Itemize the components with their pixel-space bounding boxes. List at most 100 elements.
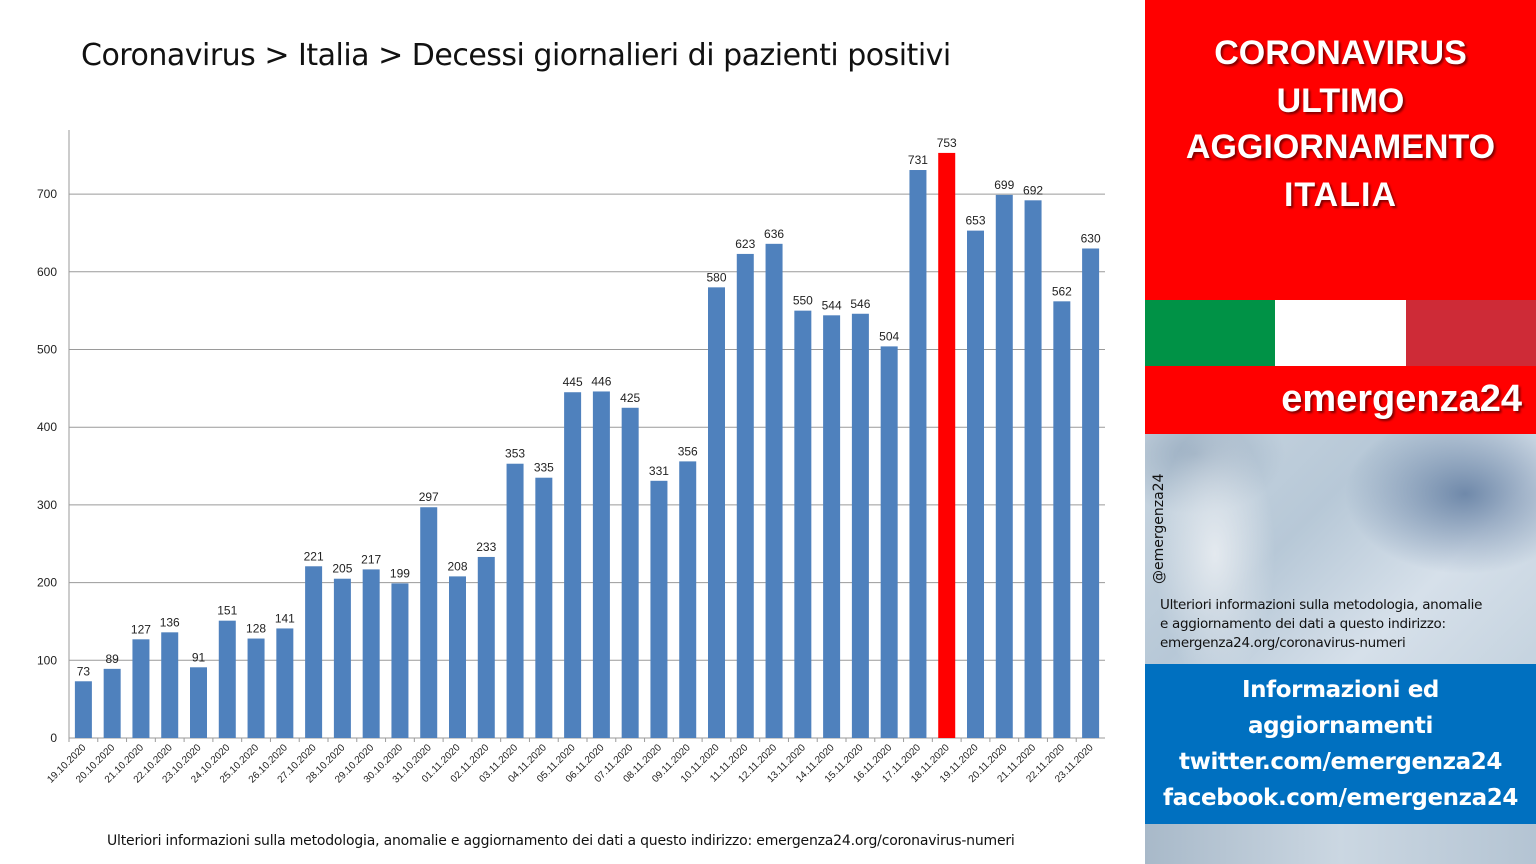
bar xyxy=(650,480,668,738)
data-label: 546 xyxy=(850,297,870,311)
data-label: 199 xyxy=(390,566,410,580)
bar xyxy=(535,477,553,738)
flag-green-stripe xyxy=(1145,300,1276,366)
chart-title: Coronavirus > Italia > Decessi giornalie… xyxy=(81,38,951,73)
social-box: Informazioni ed aggiornamenti twitter.co… xyxy=(1145,664,1536,824)
bar xyxy=(247,638,265,738)
bar xyxy=(391,583,409,738)
data-label: 335 xyxy=(534,461,554,475)
bar xyxy=(420,507,438,738)
data-label: 562 xyxy=(1052,284,1072,298)
bar xyxy=(506,463,524,738)
y-tick-label: 600 xyxy=(37,265,57,279)
bar xyxy=(218,620,236,738)
info-line: e aggiornamento dei dati a questo indiri… xyxy=(1160,616,1446,632)
background-photo: @emergenza24 Ulteriori informazioni sull… xyxy=(1145,434,1536,664)
bar xyxy=(708,287,725,738)
footnote: Ulteriori informazioni sulla metodologia… xyxy=(107,833,1015,849)
data-label: 580 xyxy=(706,270,726,284)
data-label: 353 xyxy=(505,447,525,461)
bar xyxy=(305,566,323,738)
info-link[interactable]: emergenza24.org/coronavirus-numeri xyxy=(1160,635,1406,651)
data-label: 544 xyxy=(822,298,842,312)
brand-bar: emergenza24 xyxy=(1145,366,1536,434)
bar xyxy=(823,315,841,738)
bar xyxy=(851,313,869,738)
bar xyxy=(736,253,754,738)
bar xyxy=(995,194,1013,738)
bar xyxy=(679,461,697,738)
info-text: Ulteriori informazioni sulla metodologia… xyxy=(1160,596,1532,653)
banner-line-italia: ITALIA xyxy=(1283,176,1397,214)
data-label: 217 xyxy=(361,552,381,566)
bar xyxy=(1082,248,1100,739)
bar xyxy=(477,556,495,738)
bar xyxy=(592,391,610,738)
banner-line-ultimo: ULTIMO xyxy=(1276,82,1405,120)
data-label: 73 xyxy=(77,664,91,678)
data-label: 89 xyxy=(105,652,119,666)
y-tick-label: 0 xyxy=(50,731,57,745)
update-banner: CORONAVIRUS ULTIMO AGGIORNAMENTO ITALIA xyxy=(1145,0,1536,300)
social-line: Informazioni ed xyxy=(1242,677,1439,703)
data-label: 692 xyxy=(1023,183,1043,197)
bar xyxy=(1024,200,1042,739)
data-label: 141 xyxy=(275,611,295,625)
bar xyxy=(765,243,783,738)
data-label: 425 xyxy=(620,391,640,405)
bar xyxy=(1053,301,1071,738)
bar xyxy=(967,230,984,738)
bar xyxy=(190,667,207,738)
bar xyxy=(564,392,582,738)
chart-panel: Coronavirus > Italia > Decessi giornalie… xyxy=(36,38,1105,849)
twitter-handle: @emergenza24 xyxy=(1151,473,1167,585)
data-label: 208 xyxy=(447,559,467,573)
y-tick-label: 500 xyxy=(37,343,57,357)
data-label: 699 xyxy=(994,178,1014,192)
y-tick-label: 100 xyxy=(37,653,57,667)
y-tick-label: 200 xyxy=(37,576,57,590)
bar xyxy=(161,632,179,738)
bar xyxy=(449,576,466,738)
data-label: 504 xyxy=(879,329,899,343)
bar xyxy=(794,310,812,738)
data-label: 653 xyxy=(965,214,985,228)
flag-red-stripe xyxy=(1405,300,1536,366)
facebook-link[interactable]: facebook.com/emergenza24 xyxy=(1163,785,1518,811)
data-label: 623 xyxy=(735,237,755,251)
bar xyxy=(74,681,92,738)
twitter-link[interactable]: twitter.com/emergenza24 xyxy=(1179,749,1502,775)
brand-name: emergenza24 xyxy=(1281,378,1522,420)
italian-flag xyxy=(1145,300,1536,366)
social-line: aggiornamenti xyxy=(1248,713,1433,739)
photo-strip xyxy=(1145,824,1536,864)
data-label: 445 xyxy=(563,375,583,389)
data-label: 446 xyxy=(591,374,611,388)
bar xyxy=(621,407,639,738)
bar xyxy=(333,578,351,738)
data-label: 128 xyxy=(246,622,266,636)
data-label: 550 xyxy=(793,294,813,308)
bar-chart: 01002003004005006007007319.10.20208920.1… xyxy=(37,130,1105,786)
data-label: 91 xyxy=(192,650,206,664)
data-label: 753 xyxy=(937,136,957,150)
data-label: 331 xyxy=(649,464,669,478)
y-tick-label: 300 xyxy=(37,498,57,512)
banner-line-aggiornamento: AGGIORNAMENTO xyxy=(1185,128,1496,166)
data-label: 221 xyxy=(304,549,324,563)
banner-line-coronavirus: CORONAVIRUS xyxy=(1214,34,1467,72)
y-tick-label: 400 xyxy=(37,420,57,434)
bar xyxy=(103,668,121,738)
data-label: 630 xyxy=(1081,231,1101,245)
bar xyxy=(132,639,150,738)
data-label: 233 xyxy=(476,540,496,554)
flag-white-stripe xyxy=(1275,300,1406,366)
bar xyxy=(909,170,927,738)
info-line: Ulteriori informazioni sulla metodologia… xyxy=(1160,597,1483,613)
sidebar: CORONAVIRUS ULTIMO AGGIORNAMENTO ITALIA … xyxy=(1145,0,1536,864)
data-label: 356 xyxy=(678,444,698,458)
data-label: 151 xyxy=(217,604,237,618)
data-label: 731 xyxy=(908,153,928,167)
bar xyxy=(880,346,898,738)
bar xyxy=(362,569,380,738)
